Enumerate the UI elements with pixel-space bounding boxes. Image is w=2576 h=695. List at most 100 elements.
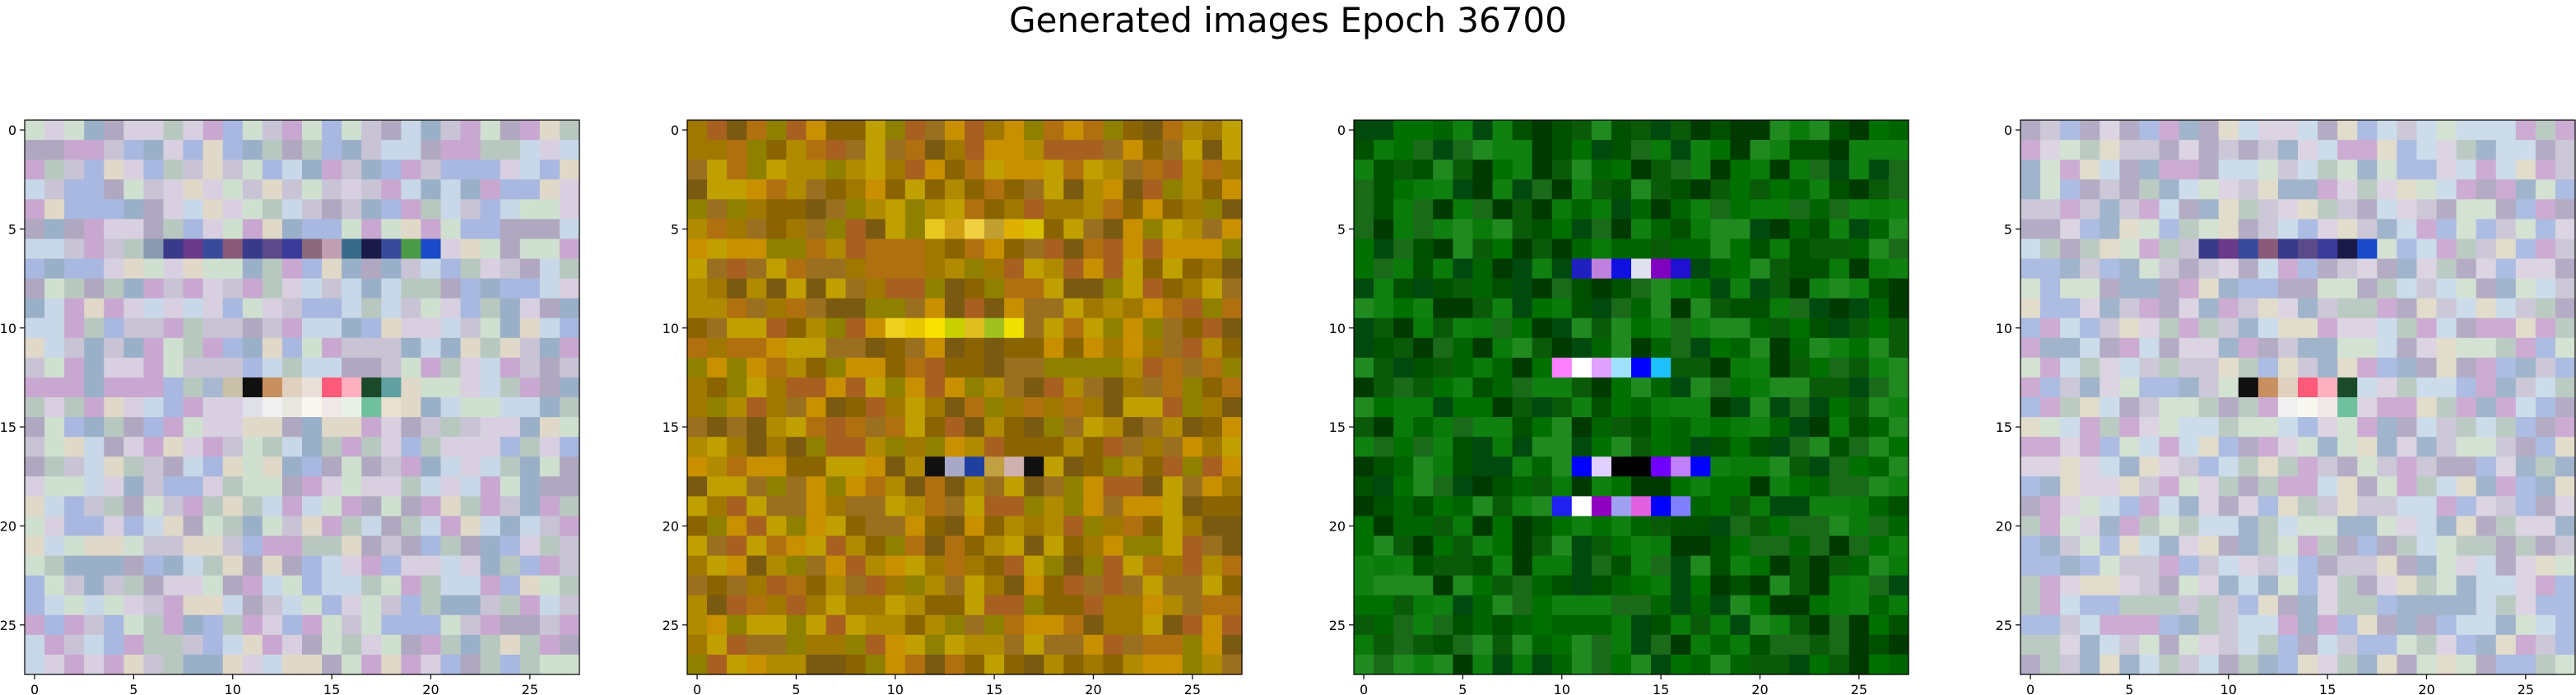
heatmap-cell (1374, 595, 1394, 616)
heatmap-cell (84, 140, 105, 160)
heatmap-cell (2060, 179, 2081, 200)
heatmap-cell (1730, 317, 1751, 339)
heatmap-cell (143, 160, 165, 180)
heatmap-cell (322, 535, 342, 557)
heatmap-cell (825, 120, 847, 141)
heatmap-cell (2080, 535, 2100, 557)
heatmap-cell (2198, 516, 2220, 537)
heatmap-cell (500, 317, 521, 339)
heatmap-cell (965, 317, 985, 339)
heatmap-cell (2318, 496, 2338, 517)
heatmap-cell (1710, 298, 1731, 319)
heatmap-cell (1044, 239, 1064, 260)
heatmap-cell (143, 417, 165, 438)
heatmap-cell (2020, 357, 2041, 378)
heatmap-cell (440, 476, 462, 497)
heatmap-cell (281, 179, 303, 200)
heatmap-cell (2020, 317, 2041, 339)
heatmap-cell (2099, 654, 2120, 675)
heatmap-cell (143, 317, 165, 339)
heatmap-cell (687, 437, 708, 457)
heatmap-cell (1354, 219, 1374, 240)
heatmap-cell (2238, 437, 2259, 457)
heatmap-cell (885, 476, 906, 497)
heatmap-cell (25, 278, 45, 299)
heatmap-cell (1690, 437, 1711, 457)
heatmap-cell (1044, 437, 1064, 457)
heatmap-cell (1004, 317, 1025, 339)
heatmap-cell (2318, 377, 2338, 398)
heatmap-cell (2416, 219, 2438, 240)
heatmap-cell (361, 634, 382, 656)
heatmap-cell (1750, 160, 1771, 180)
heatmap-cell (1393, 298, 1414, 319)
heatmap-cell (904, 377, 926, 398)
heatmap-cell (1063, 397, 1085, 418)
heatmap-cell (123, 614, 145, 636)
heatmap-cell (1829, 377, 1850, 398)
heatmap-cell (1063, 535, 1085, 557)
heatmap-cell (1512, 357, 1533, 378)
heatmap-cell (163, 595, 184, 616)
heatmap-cell (1789, 377, 1811, 398)
heatmap-cell (2436, 516, 2457, 537)
heatmap-cell (1750, 179, 1771, 200)
heatmap-cell (2535, 437, 2556, 457)
heatmap-cell (1413, 140, 1434, 160)
heatmap-cell (1611, 555, 1632, 577)
heatmap-cell (1142, 239, 1164, 260)
heatmap-cell (2198, 476, 2220, 497)
heatmap-cell (1182, 199, 1203, 220)
heatmap-cell (825, 476, 847, 497)
heatmap-cell (707, 575, 728, 596)
heatmap-cell (1142, 377, 1164, 398)
heatmap-cell (2318, 476, 2338, 497)
heatmap-cell (746, 298, 767, 319)
heatmap-cell (401, 239, 422, 260)
heatmap-cell (183, 337, 204, 359)
heatmap-cell (123, 575, 145, 596)
heatmap-cell (1492, 377, 1514, 398)
heatmap-cell (1789, 575, 1811, 596)
y-tick-label: 10 (0, 321, 16, 336)
heatmap-cell (262, 437, 283, 457)
heatmap-cell (342, 417, 362, 438)
heatmap-cell (2178, 595, 2200, 616)
heatmap-cell (2377, 317, 2397, 339)
heatmap-cell (2416, 120, 2438, 141)
heatmap-cell (2119, 654, 2141, 675)
heatmap-cell (2495, 140, 2517, 160)
heatmap-cell (1024, 595, 1044, 616)
heatmap-cell (2318, 575, 2338, 596)
heatmap-cell (1690, 417, 1711, 438)
heatmap-cell (302, 120, 323, 141)
heatmap-cell (1631, 219, 1652, 240)
heatmap-cell (1888, 278, 1909, 299)
heatmap-cell (1888, 654, 1909, 675)
heatmap-cell (1063, 595, 1085, 616)
heatmap-cell (1492, 634, 1514, 656)
heatmap-cell (904, 317, 926, 339)
heatmap-cell (143, 516, 165, 537)
heatmap-cell (262, 278, 283, 299)
heatmap-cell (746, 595, 767, 616)
heatmap-cell (2099, 595, 2120, 616)
heatmap-cell (44, 199, 65, 220)
heatmap-cell (2178, 654, 2200, 675)
heatmap-cell (460, 575, 481, 596)
heatmap-cell (302, 456, 323, 477)
heatmap-cell (2238, 179, 2259, 200)
heatmap-cell (1472, 179, 1494, 200)
heatmap-cell (1631, 298, 1652, 319)
heatmap-cell (806, 595, 827, 616)
heatmap-cell (2515, 535, 2536, 557)
heatmap-cell (2535, 199, 2556, 220)
heatmap-cell (1671, 317, 1691, 339)
heatmap-cell (746, 140, 767, 160)
heatmap-cell (519, 160, 541, 180)
heatmap-cell (786, 239, 807, 260)
heatmap-cell (1690, 239, 1711, 260)
heatmap-cell (1393, 516, 1414, 537)
heatmap-cell (342, 120, 362, 141)
heatmap-cell (500, 614, 521, 636)
